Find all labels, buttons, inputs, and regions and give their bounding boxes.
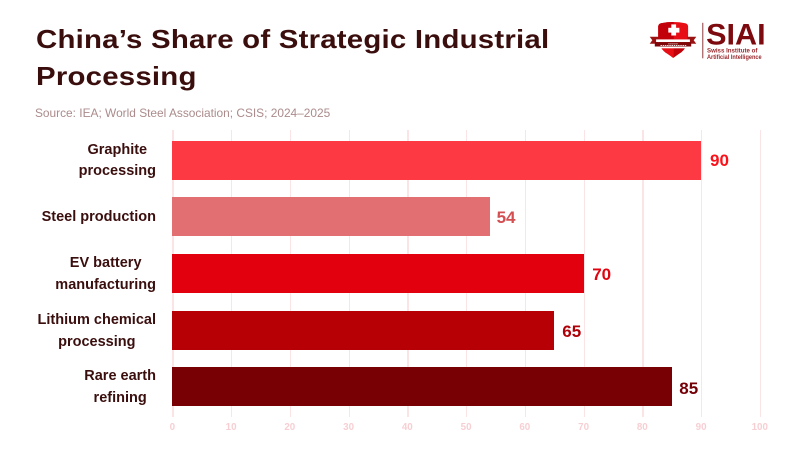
svg-text:SIAI: SIAI (706, 18, 766, 51)
svg-text:Swiss Institute of: Swiss Institute of (707, 48, 758, 55)
svg-text:Artificial Intelligence: Artificial Intelligence (707, 54, 762, 61)
